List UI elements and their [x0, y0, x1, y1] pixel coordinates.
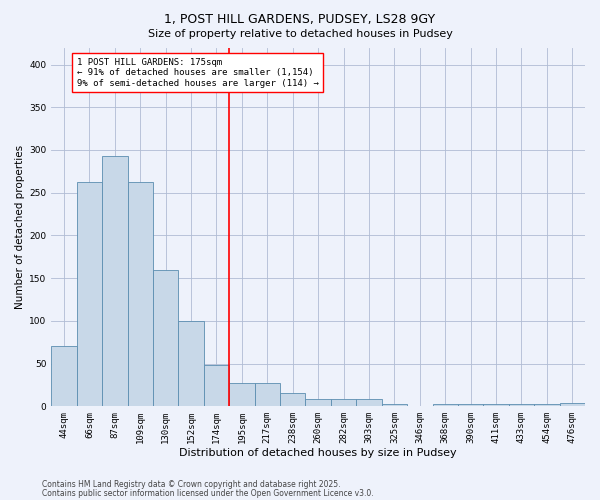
Text: 1, POST HILL GARDENS, PUDSEY, LS28 9GY: 1, POST HILL GARDENS, PUDSEY, LS28 9GY	[164, 12, 436, 26]
Text: Contains HM Land Registry data © Crown copyright and database right 2025.: Contains HM Land Registry data © Crown c…	[42, 480, 341, 489]
Bar	[509, 404, 534, 406]
Text: Size of property relative to detached houses in Pudsey: Size of property relative to detached ho…	[148, 29, 452, 39]
Bar	[204, 365, 229, 406]
Bar	[534, 404, 560, 406]
Bar	[254, 383, 280, 406]
Y-axis label: Number of detached properties: Number of detached properties	[15, 145, 25, 309]
Bar	[484, 404, 509, 406]
Bar	[382, 404, 407, 406]
Bar	[77, 182, 102, 406]
Text: Contains public sector information licensed under the Open Government Licence v3: Contains public sector information licen…	[42, 488, 374, 498]
Bar	[128, 182, 153, 406]
Bar	[331, 400, 356, 406]
Bar	[153, 270, 178, 406]
Bar	[560, 403, 585, 406]
Bar	[178, 321, 204, 406]
Text: 1 POST HILL GARDENS: 175sqm
← 91% of detached houses are smaller (1,154)
9% of s: 1 POST HILL GARDENS: 175sqm ← 91% of det…	[77, 58, 319, 88]
Bar	[305, 398, 331, 406]
Bar	[433, 404, 458, 406]
Bar	[51, 346, 77, 406]
Bar	[229, 383, 254, 406]
X-axis label: Distribution of detached houses by size in Pudsey: Distribution of detached houses by size …	[179, 448, 457, 458]
Bar	[102, 156, 128, 406]
Bar	[356, 400, 382, 406]
Bar	[458, 404, 484, 406]
Bar	[280, 392, 305, 406]
